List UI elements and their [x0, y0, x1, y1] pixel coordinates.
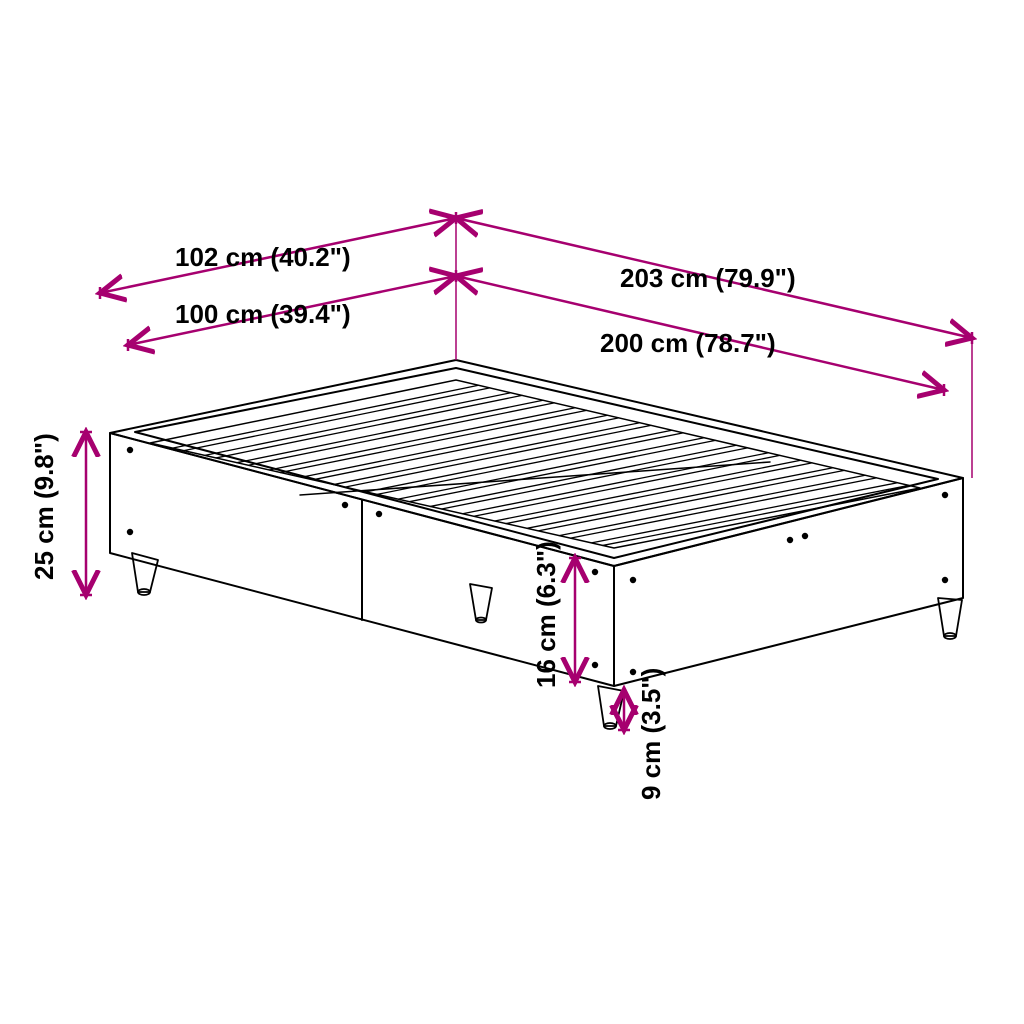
dim-outer-width: 102 cm (40.2") [175, 242, 351, 272]
dim-outer-length: 203 cm (79.9") [620, 263, 796, 293]
dim-frame-height: 16 cm (6.3") [531, 541, 561, 688]
dim-inner-length: 200 cm (78.7") [600, 328, 776, 358]
dim-total-height: 25 cm (9.8") [29, 433, 59, 580]
dim-inner-width: 100 cm (39.4") [175, 299, 351, 329]
dim-leg-height: 9 cm (3.5") [636, 668, 666, 800]
